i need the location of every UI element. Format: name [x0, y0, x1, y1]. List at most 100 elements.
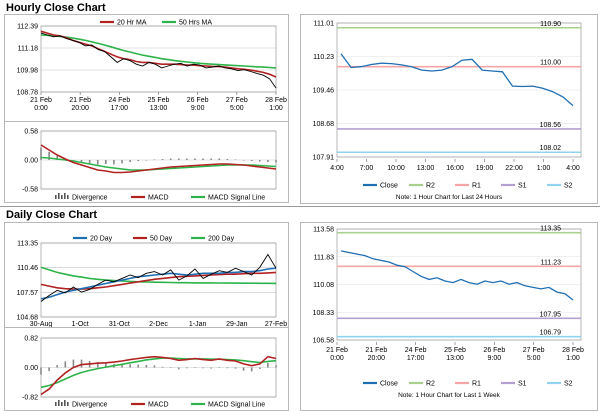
divergence-bar: [234, 367, 237, 369]
x-tick-label: 1:00: [566, 355, 580, 362]
legend-label: S1: [518, 381, 527, 388]
divergence-bar: [202, 367, 204, 369]
signal-line: [40, 357, 277, 389]
legend-label: MACD Signal Line: [208, 402, 265, 409]
legend-swatch: [64, 400, 66, 406]
divergence-bar: [72, 359, 75, 368]
x-tick-label: 5:00: [527, 355, 541, 362]
y-tick-label: 111.83: [314, 254, 334, 261]
divergence-bar: [186, 158, 188, 160]
x-tick-label: 20:00: [368, 355, 386, 362]
ma50-line: [40, 34, 277, 69]
hourly-24h-panel: 111.01 110.23 109.46 108.68 107.91 110.90 110.…: [300, 14, 598, 204]
divergence-bar: [242, 160, 245, 161]
divergence-bar: [210, 367, 212, 369]
y-tick-label: 0.82: [24, 336, 38, 343]
legend-label: R2: [426, 381, 435, 388]
y-tick-label: 113.35: [17, 241, 38, 248]
legend-label: MACD Signal Line: [208, 195, 265, 202]
legend-label: 50 Hrs MA: [179, 20, 212, 27]
y-tick-label: 0.00: [24, 365, 38, 372]
legend-swatch: [55, 402, 57, 406]
hourly-macd-panel: 0.58 0.00 -0.58 Divergence MACD MACD Signal L…: [4, 121, 289, 203]
divergence-bar: [194, 158, 196, 160]
y-tick-label: 110.46: [17, 265, 38, 272]
divergence-bar: [250, 367, 253, 372]
x-tick-label: 9:00: [488, 355, 502, 362]
hourly-24h-chart: 111.01 110.23 109.46 108.68 107.91 110.90 110.…: [313, 21, 582, 201]
x-tick-label: 7:00: [360, 165, 374, 172]
divergence-bar: [105, 363, 107, 368]
divergence-bar: [80, 359, 83, 368]
divergence-bar: [275, 160, 277, 163]
x-tick-label: 13:00: [150, 105, 168, 112]
y-tick-label: 109.98: [17, 68, 39, 75]
divergence-bar: [186, 367, 188, 369]
divergence-bar: [56, 156, 59, 160]
legend-swatch: [61, 402, 63, 406]
y-tick-label: 108.68: [313, 121, 335, 128]
x-tick-label: 30-Aug: [30, 321, 53, 328]
daily-section-title: Daily Close Chart: [6, 209, 98, 221]
divergence-bar: [145, 160, 148, 161]
legend-label: S2: [564, 183, 573, 190]
divergence-bar: [210, 158, 212, 160]
divergence-bar: [96, 160, 99, 165]
divergence-bar: [218, 367, 221, 368]
legend-label: MACD: [148, 402, 169, 409]
y-tick-label: 110.08: [313, 282, 334, 289]
y-tick-label: -0.82: [22, 395, 38, 402]
divergence-bar: [96, 362, 99, 368]
legend-label: R1: [472, 381, 481, 388]
legend-label: Divergence: [72, 402, 108, 409]
macd-line: [40, 355, 277, 396]
x-tick-label: 25 Feb: [148, 97, 170, 104]
divergence-bar: [226, 159, 229, 160]
y-tick-label: 104.68: [17, 315, 39, 322]
y-tick-label: 107.57: [17, 290, 39, 297]
divergence-bar: [137, 160, 140, 161]
x-tick-label: 21 Feb: [69, 97, 91, 104]
chart-note: Note: 1 Hour Chart for Last 1 Week: [398, 392, 501, 399]
divergence-bar: [177, 158, 180, 160]
x-tick-label: 1:00: [537, 165, 551, 172]
x-tick-label: 5:00: [230, 105, 244, 112]
legend-swatch: [67, 402, 69, 406]
divergence-bar: [242, 367, 245, 371]
divergence-bar: [80, 160, 83, 163]
level-label-r1: 111.23: [541, 259, 561, 266]
x-tick-label: 26 Feb: [187, 97, 209, 104]
hourly-price-chart: 112.39 111.18 109.98 108.78 20 Hr MA 50 Hrs M…: [17, 20, 287, 113]
divergence-bar: [121, 160, 123, 164]
x-tick-label: 0:00: [330, 355, 344, 362]
x-tick-label: 13:00: [417, 165, 435, 172]
x-tick-label: 25 Feb: [444, 347, 466, 354]
x-tick-label: 9:00: [191, 105, 205, 112]
divergence-bar: [177, 367, 180, 370]
x-tick-label: 29-Jan: [226, 321, 248, 328]
legend-label: S1: [518, 183, 527, 190]
daily-price-panel: 113.35 110.46 107.57 104.68 20 Day 50 Day 200 …: [4, 222, 289, 328]
x-tick-label: 21 Feb: [326, 347, 348, 354]
legend-label: R1: [472, 183, 481, 190]
y-tick-label: 108.33: [313, 310, 335, 317]
y-tick-label: 0.58: [24, 129, 38, 136]
divergence-bar: [129, 160, 131, 162]
plot-frame: [40, 242, 277, 318]
divergence-bar: [258, 160, 261, 162]
x-tick-label: 4:00: [566, 165, 580, 172]
x-tick-label: 1-Jan: [189, 321, 207, 328]
daily-macd-panel: 0.82 0.00 -0.82 Divergence MACD MACD Signal L…: [4, 327, 289, 411]
y-tick-label: 113.58: [313, 227, 334, 234]
y-tick-label: 107.91: [313, 155, 335, 162]
x-tick-label: 24 Feb: [108, 97, 130, 104]
divergence-bar: [275, 365, 277, 368]
x-tick-label: 24 Feb: [405, 347, 427, 354]
divergence-bar: [129, 364, 131, 368]
x-tick-label: 21 Feb: [30, 97, 52, 104]
divergence-bar: [88, 160, 91, 164]
divergence-bar: [267, 362, 269, 368]
close-line: [340, 53, 574, 107]
daily-week-panel: 113.58 111.83 110.08 108.33 106.58 113.35 111.…: [300, 222, 598, 411]
x-tick-label: 28 Feb: [265, 97, 287, 104]
